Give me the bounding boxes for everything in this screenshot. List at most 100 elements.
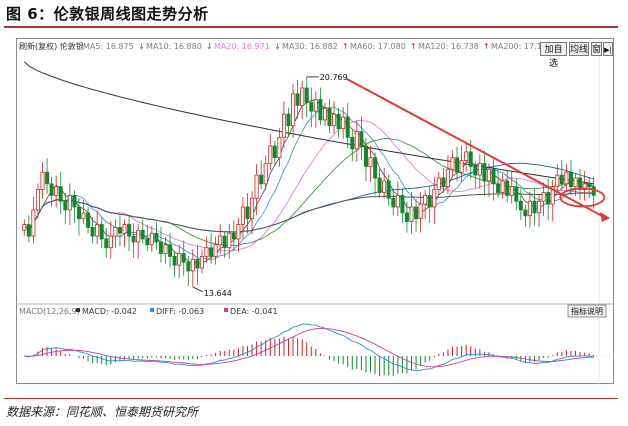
ma-settings-button[interactable]: 均线 — [569, 42, 589, 56]
macd-legend-swatch — [150, 308, 154, 312]
dea-line — [24, 327, 594, 368]
pin-button[interactable]: ▶| — [603, 42, 613, 56]
candle-body — [455, 157, 460, 173]
candle-body — [254, 174, 259, 199]
candle-body — [231, 232, 236, 240]
candle-body — [58, 186, 63, 202]
window-button[interactable]: 窗 — [591, 42, 602, 56]
candle-body — [168, 244, 173, 257]
candle-body — [213, 244, 218, 257]
candle-body — [532, 200, 537, 214]
indicator-help-button — [567, 304, 607, 318]
trend-arrow-head — [600, 212, 610, 222]
ma-legend-item: MA60: 17.080 — [350, 42, 406, 51]
candle-body — [537, 200, 542, 214]
candle-body — [199, 255, 204, 269]
ma-legend-arrow: ↓ — [274, 42, 281, 51]
candle-body — [259, 174, 264, 185]
candle-body — [117, 226, 122, 234]
candle-body — [181, 253, 186, 263]
ma-legend: 刷新(复权) 伦敦银 MA5: 16.875 ↓ MA10: 16.880 ↓ MA20:… — [19, 41, 563, 51]
candle-body — [564, 171, 569, 185]
candle-body — [327, 107, 332, 127]
candle-body — [263, 163, 268, 185]
candle-body — [240, 206, 245, 225]
candle-body — [40, 171, 45, 190]
candle-body — [578, 177, 583, 191]
candle-body — [318, 99, 323, 121]
ma-legend-item: MA30: 16.882 — [282, 42, 338, 51]
candle-body — [377, 177, 382, 193]
candle-body — [131, 235, 136, 243]
grid — [16, 38, 614, 384]
candle-body — [505, 180, 510, 196]
low-pointer — [192, 286, 204, 293]
candle-body — [250, 197, 255, 220]
candle-body — [195, 258, 200, 269]
figure-title: 图 6：伦敦银周线图走势分析 — [6, 5, 209, 23]
candle-body — [172, 255, 177, 266]
candle-body — [500, 180, 505, 193]
candle-body — [569, 171, 574, 188]
candle-body — [404, 212, 409, 222]
macd-legend-swatch — [76, 308, 80, 312]
candle-body — [550, 186, 555, 205]
candle-body — [281, 113, 286, 138]
candle-body — [486, 168, 491, 182]
candle-body — [309, 102, 314, 112]
candle-body — [272, 145, 277, 159]
candle-body — [354, 131, 359, 150]
candle-body — [541, 192, 546, 202]
candle-body — [90, 226, 95, 237]
candle-body — [63, 200, 68, 211]
candle-body — [108, 235, 113, 249]
title-rule — [4, 26, 618, 28]
candle-body — [122, 224, 127, 234]
trend-overlay: 20.769 13.644 — [192, 73, 610, 298]
macd-legend-item: MACD: -0.042 — [82, 307, 137, 316]
candle-body — [300, 87, 305, 106]
chart-header: 刷新(复权) 伦敦银 — [19, 41, 84, 51]
candle-body — [509, 186, 514, 196]
candle-body — [591, 186, 596, 196]
candle-body — [26, 224, 31, 237]
candle-body — [245, 206, 250, 220]
candle-body — [145, 238, 150, 246]
ma-legend-arrow: ↑ — [342, 42, 349, 51]
candle-body — [395, 194, 400, 208]
candle-body — [304, 87, 309, 103]
candle-body — [72, 194, 77, 208]
candle-body — [409, 206, 414, 222]
candle-body — [77, 206, 82, 220]
candle-body — [514, 186, 519, 202]
ma5-line — [23, 99, 594, 264]
candle-body — [373, 157, 378, 179]
candle-body — [363, 145, 368, 167]
candle-body — [459, 160, 464, 173]
bottom-rule — [4, 398, 618, 399]
candle-body — [473, 165, 478, 176]
candle-body — [432, 189, 437, 208]
candle-body — [464, 151, 469, 162]
macd-legend-item: DIFF: -0.063 — [156, 307, 204, 316]
candle-body — [177, 253, 182, 266]
candle-body — [49, 183, 54, 196]
candle-body — [386, 180, 391, 199]
candle-body — [582, 183, 587, 191]
high-label: 20.769 — [320, 73, 348, 82]
add-watchlist-button[interactable]: 加自选 — [540, 42, 567, 69]
candle-body — [295, 93, 300, 106]
ma120-line — [23, 192, 594, 233]
candle-body — [559, 174, 564, 185]
candle-body — [163, 244, 168, 254]
macd-legend-item: DEA: -0.041 — [230, 307, 278, 316]
candle-body — [414, 206, 419, 220]
candle-body — [427, 194, 432, 208]
candle-body — [99, 224, 104, 240]
ma200-line — [23, 61, 594, 185]
macd-panel — [24, 323, 595, 377]
ma-legend-arrow: ↑ — [483, 42, 490, 51]
candle-body — [518, 200, 523, 211]
candle-body — [587, 183, 592, 188]
